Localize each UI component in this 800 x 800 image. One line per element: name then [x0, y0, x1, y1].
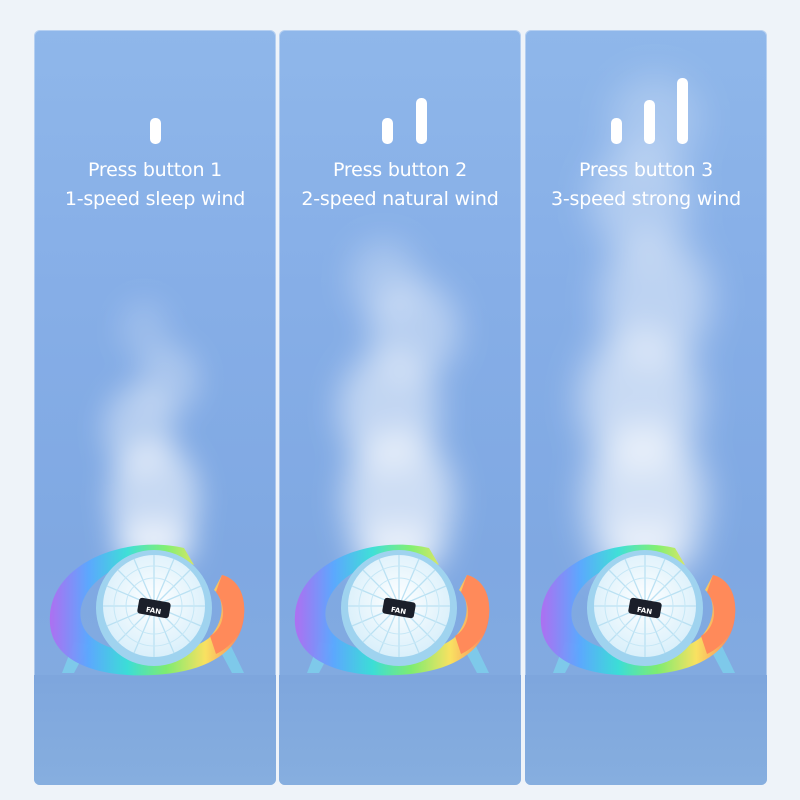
desk-fan-icon: FAN — [294, 544, 490, 676]
signal-bars-icon — [279, 96, 521, 144]
fan-display-label: FAN — [390, 606, 407, 617]
desk-fan-icon: FAN — [49, 544, 245, 676]
fan-display-label: FAN — [145, 606, 162, 617]
desk-fan-icon: FAN — [540, 544, 736, 676]
panel-floor — [34, 675, 276, 785]
speed-description: 2-speed natural wind — [301, 188, 499, 210]
speed-panel-3: Press button 3 3-speed strong wind — [525, 30, 767, 785]
speed-caption: Press button 2 2-speed natural wind — [279, 156, 521, 214]
fan-display-label: FAN — [636, 606, 653, 617]
speed-caption: Press button 1 1-speed sleep wind — [34, 156, 276, 214]
speed-panel-2: Press button 2 2-speed natural wind — [279, 30, 521, 785]
speed-description: 1-speed sleep wind — [64, 188, 246, 210]
button-instruction: Press button 1 — [87, 159, 223, 181]
signal-bar-1 — [382, 118, 393, 144]
panel-floor — [525, 675, 767, 785]
signal-bars-icon — [34, 96, 276, 144]
button-instruction: Press button 2 — [332, 159, 468, 181]
signal-bar-2 — [416, 98, 427, 144]
signal-bar-1 — [150, 118, 161, 144]
panel-floor — [279, 675, 521, 785]
speed-panel-1: Press button 1 1-speed sleep wind — [34, 30, 276, 785]
